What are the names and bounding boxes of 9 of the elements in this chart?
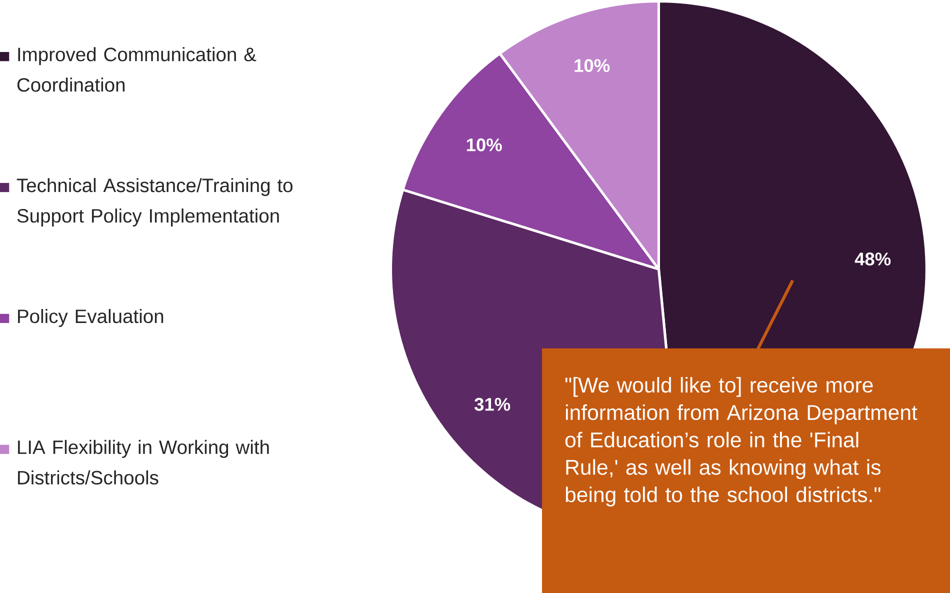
legend-label: LIA Flexibility in Working with Districts/Schools [18,440,269,485]
data-label: 31% [474,398,510,411]
data-label: 10% [466,138,502,152]
legend-label: Policy Evaluation [18,308,164,327]
legend-label: Technical Assistance/Training to Support Policy Implementation [16,178,292,226]
text: "[We would like to] receive more information from Arizona Department of Education’s role in the 'Final Rule,' as well as knowing what is being told to the school districts." [565,377,918,506]
data-label: 10% [574,59,610,72]
legend-label: Improved Communication & Coordination [17,47,256,92]
data-label: 48% [854,252,891,266]
